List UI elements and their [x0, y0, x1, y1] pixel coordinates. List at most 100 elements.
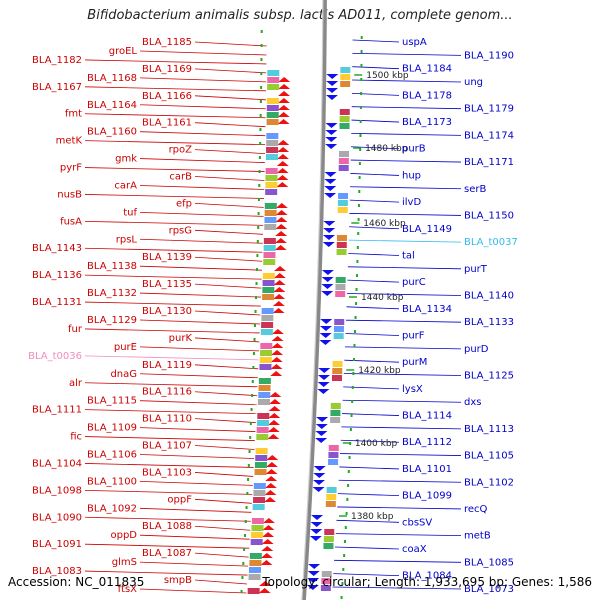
gene-label-lysx[interactable]: lysX [402, 384, 423, 395]
forward-gene-arrow[interactable] [277, 98, 290, 103]
gene-label-bla-1184[interactable]: BLA_1184 [402, 64, 452, 75]
gene-label-bla-1174[interactable]: BLA_1174 [464, 130, 514, 141]
gene-label-bla-t0036[interactable]: BLA_t0036 [28, 351, 82, 362]
gene-label-bla-1149[interactable]: BLA_1149 [402, 224, 452, 235]
forward-gene-arrow[interactable] [268, 406, 281, 411]
forward-gene-arrow[interactable] [262, 525, 275, 530]
reverse-gene-arrow[interactable] [306, 585, 319, 590]
forward-gene-arrow[interactable] [268, 399, 281, 404]
forward-gene-arrow[interactable] [268, 413, 281, 418]
gene-label-bla-1140[interactable]: BLA_1140 [464, 290, 514, 301]
gene-label-fic[interactable]: fic [70, 432, 82, 443]
reverse-gene-arrow[interactable] [325, 95, 338, 100]
forward-gene-arrow[interactable] [276, 154, 289, 159]
forward-gene-arrow[interactable] [265, 469, 278, 474]
reverse-gene-arrow[interactable] [312, 480, 325, 485]
gene-label-gmk[interactable]: gmk [115, 154, 137, 165]
gene-label-oppf[interactable]: oppF [167, 494, 192, 505]
reverse-gene-arrow[interactable] [308, 564, 321, 569]
forward-gene-arrow[interactable] [270, 357, 283, 362]
gene-label-bla-1130[interactable]: BLA_1130 [142, 306, 192, 317]
forward-gene-arrow[interactable] [264, 483, 277, 488]
reverse-gene-arrow[interactable] [319, 326, 332, 331]
gene-label-bla-1173[interactable]: BLA_1173 [402, 117, 452, 128]
forward-gene-arrow[interactable] [267, 420, 280, 425]
reverse-gene-arrow[interactable] [325, 144, 338, 149]
gene-label-serb[interactable]: serB [464, 184, 486, 195]
forward-gene-arrow[interactable] [276, 161, 289, 166]
reverse-gene-arrow[interactable] [307, 578, 320, 583]
gene-label-bla-1090[interactable]: BLA_1090 [32, 512, 82, 523]
forward-gene-arrow[interactable] [265, 462, 278, 467]
gene-label-alr[interactable]: alr [69, 378, 83, 389]
reverse-gene-arrow[interactable] [312, 487, 325, 492]
forward-gene-arrow[interactable] [277, 147, 290, 152]
gene-label-bla-1102[interactable]: BLA_1102 [464, 477, 514, 488]
reverse-gene-arrow[interactable] [310, 529, 323, 534]
gene-label-bla-1104[interactable]: BLA_1104 [32, 458, 82, 469]
gene-label-bla-1119[interactable]: BLA_1119 [142, 360, 192, 371]
forward-gene-arrow[interactable] [270, 371, 283, 376]
gene-label-tuf[interactable]: tuf [123, 207, 137, 218]
reverse-gene-arrow[interactable] [323, 221, 336, 226]
forward-gene-arrow[interactable] [275, 224, 288, 229]
reverse-gene-arrow[interactable] [318, 368, 331, 373]
gene-label-bla-1099[interactable]: BLA_1099 [402, 491, 452, 502]
forward-gene-arrow[interactable] [264, 497, 277, 502]
reverse-gene-arrow[interactable] [319, 333, 332, 338]
gene-label-tal[interactable]: tal [402, 250, 415, 261]
forward-gene-arrow[interactable] [261, 539, 274, 544]
forward-gene-arrow[interactable] [275, 203, 288, 208]
forward-gene-arrow[interactable] [273, 294, 286, 299]
forward-gene-arrow[interactable] [266, 455, 279, 460]
reverse-gene-arrow[interactable] [307, 571, 320, 576]
gene-label-bla-1150[interactable]: BLA_1150 [464, 210, 514, 221]
reverse-gene-arrow[interactable] [311, 515, 324, 520]
forward-gene-arrow[interactable] [273, 273, 286, 278]
forward-gene-arrow[interactable] [271, 350, 284, 355]
gene-label-metk[interactable]: metK [56, 136, 83, 147]
gene-label-purk[interactable]: purK [169, 333, 193, 344]
forward-gene-arrow[interactable] [273, 287, 286, 292]
gene-label-bla-1132[interactable]: BLA_1132 [87, 288, 137, 299]
reverse-gene-arrow[interactable] [321, 291, 334, 296]
forward-gene-arrow[interactable] [278, 91, 291, 96]
forward-gene-arrow[interactable] [258, 588, 271, 593]
forward-gene-arrow[interactable] [277, 105, 290, 110]
gene-label-bla-1114[interactable]: BLA_1114 [402, 411, 452, 422]
gene-label-cbssv[interactable]: cbsSV [402, 517, 432, 528]
gene-label-rpsl[interactable]: rpsL [116, 234, 138, 245]
gene-label-bla-1087[interactable]: BLA_1087 [142, 548, 192, 559]
reverse-gene-arrow[interactable] [324, 186, 337, 191]
reverse-gene-arrow[interactable] [321, 277, 334, 282]
gene-label-bla-1083[interactable]: BLA_1083 [32, 566, 82, 577]
reverse-gene-arrow[interactable] [319, 340, 332, 345]
gene-label-bla-1084[interactable]: BLA_1084 [402, 571, 452, 582]
reverse-gene-arrow[interactable] [326, 74, 339, 79]
reverse-gene-arrow[interactable] [310, 522, 323, 527]
gene-label-bla-1190[interactable]: BLA_1190 [464, 50, 514, 61]
gene-label-bla-1103[interactable]: BLA_1103 [142, 467, 192, 478]
gene-label-bla-1168[interactable]: BLA_1168 [87, 73, 137, 84]
gene-label-recq[interactable]: recQ [464, 504, 488, 515]
gene-label-bla-1138[interactable]: BLA_1138 [87, 261, 137, 272]
gene-label-bla-1092[interactable]: BLA_1092 [87, 503, 137, 514]
reverse-gene-arrow[interactable] [322, 235, 335, 240]
gene-label-rpoz[interactable]: rpoZ [169, 145, 193, 156]
gene-label-smpb[interactable]: smpB [164, 575, 192, 586]
gene-label-bla-1101[interactable]: BLA_1101 [402, 464, 452, 475]
forward-gene-arrow[interactable] [274, 266, 287, 271]
gene-label-bla-1113[interactable]: BLA_1113 [464, 424, 514, 435]
gene-label-purd[interactable]: purD [464, 344, 489, 355]
forward-gene-arrow[interactable] [274, 245, 287, 250]
gene-label-bla-1139[interactable]: BLA_1139 [142, 252, 192, 263]
gene-label-bla-1167[interactable]: BLA_1167 [32, 82, 82, 93]
gene-label-carb[interactable]: carB [169, 172, 192, 183]
forward-gene-arrow[interactable] [275, 231, 288, 236]
gene-label-cara[interactable]: carA [114, 180, 137, 191]
forward-gene-arrow[interactable] [272, 301, 285, 306]
gene-label-bla-1135[interactable]: BLA_1135 [142, 279, 192, 290]
forward-gene-arrow[interactable] [278, 77, 291, 82]
gene-label-ftsx[interactable]: ftsX [118, 584, 137, 595]
